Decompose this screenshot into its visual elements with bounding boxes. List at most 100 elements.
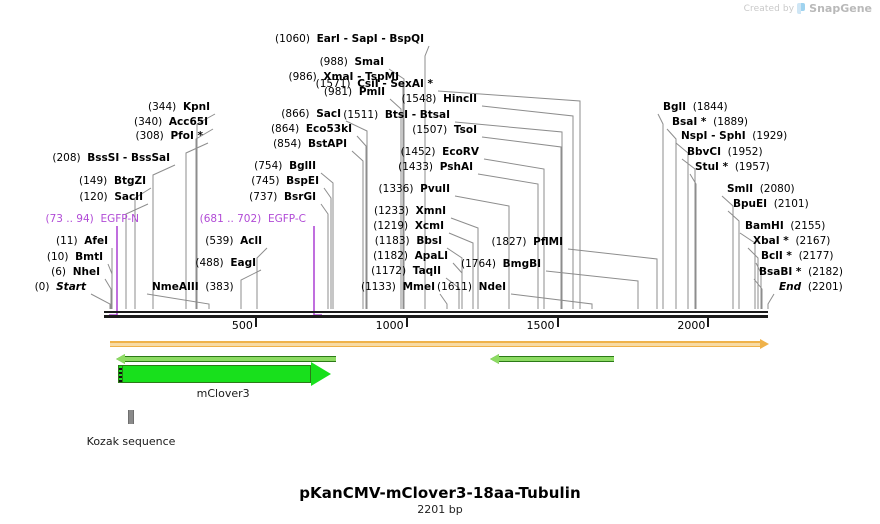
enzyme-label-xcmi[interactable]: (1219) XcmI (0, 221, 444, 232)
enzyme-position: (988) (319, 56, 348, 68)
enzyme-name: Acc65I (168, 116, 208, 128)
enzyme-label-pshai[interactable]: (1433) PshAI (0, 162, 473, 173)
enzyme-label-bglii[interactable]: (754) BglII (0, 161, 316, 172)
enzyme-label-pvuii[interactable]: (1336) PvuII (0, 184, 450, 195)
ruler-tick-label: 2000 (677, 319, 706, 332)
track-egfp-n-region[interactable] (124, 356, 337, 362)
enzyme-label-stui[interactable]: StuI * (1957) (695, 162, 770, 173)
plasmid-length: 2201 bp (417, 503, 463, 516)
enzyme-name: PmlI (358, 86, 385, 98)
enzyme-label-bmgbi[interactable]: (1764) BmgBI (0, 259, 541, 270)
leader-line-bsabi (753, 278, 763, 309)
enzyme-label-egfpc[interactable]: (681 .. 702) EGFP-C (0, 214, 306, 225)
enzyme-name: TaqII (412, 265, 441, 277)
enzyme-name: XmaI (323, 71, 354, 83)
enzyme-label-hincii[interactable]: (1548) HincII (0, 94, 477, 105)
ruler-tick-label: 1000 (375, 319, 404, 332)
ruler-tick-label: 1500 (526, 319, 555, 332)
enzyme-name: BpuEI (733, 198, 768, 210)
enzyme-name: SacII (114, 191, 143, 203)
enzyme-label-xbai[interactable]: XbaI * (2167) (753, 236, 830, 247)
enzyme-name: AfeI (84, 235, 108, 247)
enzyme-label-bmti[interactable]: (10) BmtI (0, 252, 103, 263)
enzyme-name: SexAI * (390, 78, 433, 90)
enzyme-position: (383) (205, 281, 234, 293)
enzyme-label-btsi[interactable]: (1511) BtsI - BtsaI (0, 110, 450, 121)
enzyme-position: (2167) (795, 235, 831, 247)
enzyme-position: (981) (323, 86, 353, 98)
enzyme-name: XcmI (414, 220, 444, 232)
enzyme-name: SapI (351, 33, 378, 45)
enzyme-label-bsssi[interactable]: (208) BssSI - BssSaI (0, 153, 170, 164)
enzyme-position: (1929) (752, 130, 788, 142)
enzyme-label-acc65i[interactable]: (340) Acc65I (0, 117, 208, 128)
track-tubulin-region[interactable] (498, 356, 614, 362)
track-backbone-orange[interactable] (110, 341, 761, 347)
enzyme-name: BspEI (286, 175, 319, 187)
enzyme-label-start[interactable]: (0) Start (0, 282, 86, 293)
enzyme-label-bcli[interactable]: BclI * (2177) (761, 251, 834, 262)
enzyme-position: (754) (254, 160, 283, 172)
enzyme-label-bbsi[interactable]: (1183) BbsI (0, 236, 442, 247)
enzyme-name: PflMI (533, 236, 563, 248)
enzyme-label-bstapi[interactable]: (854) BstAPI (0, 139, 347, 150)
enzyme-label-tsoi[interactable]: (1507) TsoI (0, 125, 477, 136)
enzyme-name: SmaI (354, 56, 385, 68)
enzyme-label-nmeaiii[interactable]: NmeAIII (383) (152, 282, 234, 293)
enzyme-label-bsai[interactable]: BsaI * (1889) (672, 117, 748, 128)
enzyme-label-xmni[interactable]: (1233) XmnI (0, 206, 446, 217)
enzyme-name: SmlI (727, 183, 754, 195)
enzyme-label-egfpn[interactable]: (73 .. 94) EGFP-N (0, 214, 139, 225)
enzyme-label-taqii[interactable]: (1172) TaqII (0, 266, 441, 277)
enzyme-label-saci[interactable]: (866) SacI (0, 109, 341, 120)
enzyme-label-bspei[interactable]: (745) BspEI (0, 176, 319, 187)
enzyme-label-btgzi[interactable]: (149) BtgZI (0, 176, 146, 187)
enzyme-label-bsabi[interactable]: BsaBI * (2182) (759, 267, 843, 278)
enzyme-label-nspi[interactable]: NspI - SphI (1929) (681, 131, 787, 142)
watermark-prefix: Created by (743, 3, 795, 14)
enzyme-name: EGFP-C (267, 213, 306, 225)
enzyme-position: (1571) (315, 78, 351, 90)
leader-line-hincii (481, 105, 574, 309)
enzyme-label-csii[interactable]: (1571) CsiI - SexAI * (0, 79, 433, 90)
enzyme-label-bamhi[interactable]: BamHI (2155) (745, 221, 825, 232)
enzyme-label-eari[interactable]: (1060) EarI - SapI - BspQI (0, 34, 424, 45)
enzyme-label-sacii[interactable]: (120) SacII (0, 192, 143, 203)
enzyme-label-smli[interactable]: SmlI (2080) (727, 184, 795, 195)
enzyme-position: (10) (46, 251, 69, 263)
enzyme-label-end[interactable]: End (2201) (779, 282, 843, 293)
enzyme-label-apali[interactable]: (1182) ApaLI (0, 251, 448, 262)
enzyme-label-eco53ki[interactable]: (864) Eco53kI (0, 124, 352, 135)
enzyme-label-xmai[interactable]: (986) XmaI - TspMI (0, 72, 399, 83)
enzyme-label-ecorv[interactable]: (1452) EcoRV (0, 147, 479, 158)
enzyme-label-ndei[interactable]: (1611) NdeI (0, 282, 506, 293)
enzyme-label-eagi[interactable]: (488) EagI (0, 258, 256, 269)
enzyme-name: CsiI (357, 78, 379, 90)
enzyme-position: (11) (56, 235, 78, 247)
enzyme-name-separator: - (119, 152, 131, 164)
enzyme-name: EarI (316, 33, 340, 45)
enzyme-label-bpuei[interactable]: BpuEI (2101) (733, 199, 809, 210)
enzyme-label-pmli[interactable]: (981) PmlI (0, 87, 385, 98)
enzyme-label-pflmi[interactable]: (1827) PflMI (0, 237, 563, 248)
enzyme-label-smai[interactable]: (988) SmaI (0, 57, 384, 68)
enzyme-name: SphI (719, 130, 746, 142)
enzyme-name: XmnI (415, 205, 446, 217)
enzyme-label-bbvci[interactable]: BbvCI (1952) (687, 147, 763, 158)
enzyme-position: (1060) (275, 33, 310, 45)
enzyme-label-acli[interactable]: (539) AclI (0, 236, 262, 247)
enzyme-name: BsaI * (672, 116, 707, 128)
enzyme-label-mmei[interactable]: (1133) MmeI (0, 282, 435, 293)
enzyme-name: PshAI (439, 161, 473, 173)
enzyme-label-nhei[interactable]: (6) NheI (0, 267, 100, 278)
enzyme-label-pfoi[interactable]: (308) PfoI * (0, 131, 203, 142)
enzyme-label-kpni[interactable]: (344) KpnI (0, 102, 210, 113)
leader-line-pflmi (567, 248, 658, 309)
enzyme-label-afei[interactable]: (11) AfeI (0, 236, 108, 247)
enzyme-label-bsrgi[interactable]: (737) BsrGI (0, 192, 316, 203)
enzyme-position: (1183) (374, 235, 410, 247)
enzyme-name: BmtI (75, 251, 103, 263)
kozak-mark-icon[interactable] (128, 410, 135, 424)
enzyme-label-bgli[interactable]: BglI (1844) (663, 102, 728, 113)
track-mclover3[interactable] (117, 365, 311, 383)
